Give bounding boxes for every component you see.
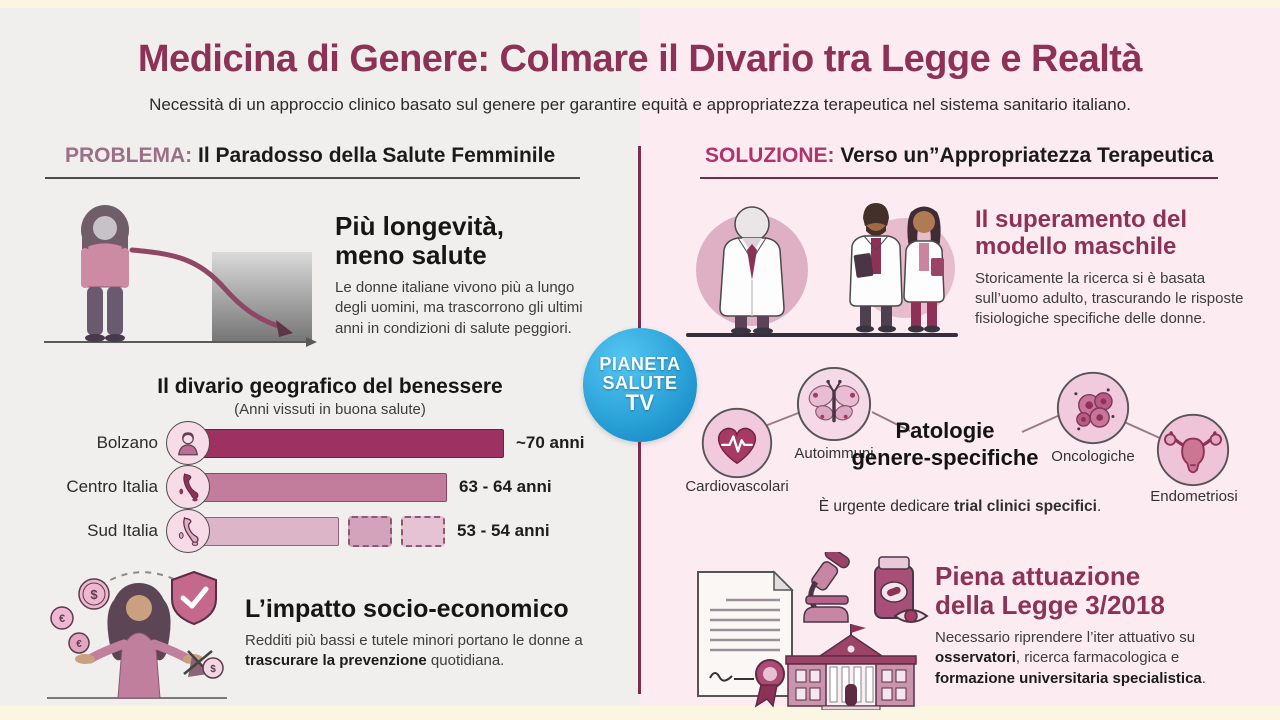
missing-years-box	[348, 515, 392, 547]
law-body-bold2: formazione universitaria specialistica	[935, 669, 1202, 687]
chart-row-value: 53 - 54 anni	[457, 521, 550, 540]
page-title: Medicina di Genere: Colmare il Divario t…	[137, 38, 1143, 80]
longevity-body: Le donne italiane vivono più a lungo deg…	[335, 279, 583, 337]
impact-heading: L’impatto socio-economico	[245, 595, 569, 623]
cardiovascular-heart-icon	[701, 407, 773, 479]
chart-row-label: Bolzano	[96, 433, 158, 452]
model-block: Il superamento del modello maschile Stor…	[975, 206, 1245, 330]
bottom-band	[0, 706, 1280, 720]
pianeta-salute-tv-logo: PIANETA SALUTE TV	[583, 328, 697, 442]
model-body: Storicamente la ricerca si è basata sull…	[975, 269, 1244, 328]
decree-document-icon	[697, 570, 794, 708]
logo-line3: TV	[625, 390, 655, 416]
law-body-bold1: osservatori	[935, 649, 1016, 667]
problem-label: PROBLEMA:	[65, 144, 193, 167]
longevity-heading-line1: Più longevità,	[335, 211, 505, 241]
impact-body-bold: trascurare la prevenzione	[245, 652, 427, 670]
pathologies-title-line2: genere-specifiche	[851, 444, 1039, 470]
chart-row-label: Centro Italia	[66, 477, 158, 496]
law-implementation-illustration	[697, 552, 929, 710]
italy-map-icon	[166, 465, 210, 509]
socio-economic-illustration: $ € € $	[47, 570, 227, 699]
oncology-cells-icon	[1056, 371, 1130, 445]
top-band	[0, 0, 1280, 8]
microscope-icon	[803, 552, 850, 623]
solution-title: Verso un”Appropriatezza Terapeutica	[834, 144, 1214, 167]
juggling-woman-icon	[75, 583, 203, 699]
svg-text:$: $	[90, 587, 98, 602]
pathology-label-endometriosi: Endometriosi	[1150, 488, 1238, 505]
impact-body-pre: Redditi più bassi e tutele minori portan…	[245, 632, 583, 649]
pathology-label-oncologiche: Oncologiche	[1051, 448, 1135, 465]
model-heading-line2: modello maschile	[975, 232, 1177, 260]
logo-line2: SALUTE	[602, 372, 678, 393]
doctors-illustration	[686, 203, 958, 337]
autoimmune-butterfly-icon	[796, 366, 872, 442]
declining-trend-arrow-icon	[129, 247, 293, 337]
chart-row-value: 63 - 64 anni	[459, 477, 552, 496]
bar-centro-italia	[200, 472, 447, 502]
law-body: Necessario riprendere l’iter attuativo s…	[935, 628, 1240, 689]
missing-years-box	[401, 515, 445, 547]
woman-figure-icon	[81, 205, 129, 342]
chart-subtitle: (Anni vissuti in buona salute)	[234, 401, 426, 418]
italy-map-south-icon	[166, 509, 210, 553]
pathologies-caption: È urgente dedicare trial clinici specifi…	[700, 498, 1220, 516]
chart-row-bolzano: Bolzano ~70 anni	[40, 421, 630, 465]
impact-body: Redditi più bassi e tutele minori portan…	[245, 631, 590, 672]
chart-row-centro-italia: Centro Italia 63 - 64 anni	[40, 465, 630, 509]
solution-label: SOLUZIONE:	[705, 144, 835, 167]
caption-post: .	[1097, 498, 1102, 515]
svg-text:$: $	[210, 664, 216, 675]
chart-title: Il divario geografico del benessere	[157, 375, 503, 398]
euro-coin-icon: € €	[50, 606, 90, 654]
decline-shadow-box	[212, 252, 312, 341]
law-body-post: .	[1201, 669, 1206, 687]
axis-arrow-icon	[306, 337, 317, 347]
svg-text:€: €	[76, 639, 82, 650]
impact-block: L’impatto socio-economico Redditi più ba…	[245, 595, 590, 672]
law-heading-line2: della Legge 3/2018	[935, 590, 1165, 621]
male-researcher-icon	[849, 203, 903, 333]
problem-section-header: PROBLEMA: Il Paradosso della Salute Femm…	[45, 144, 580, 179]
scissors-cut-coin-icon: $	[183, 650, 224, 679]
endometriosis-uterus-icon	[1156, 413, 1230, 487]
dollar-coin-icon: $	[78, 578, 110, 610]
model-heading-line1: Il superamento del	[975, 206, 1188, 233]
law-heading-line1: Piena attuazione	[935, 561, 1141, 591]
page-subtitle: Necessità di un approccio clinico basato…	[149, 95, 1131, 114]
bar-bolzano	[200, 428, 504, 458]
svg-text:€: €	[59, 613, 65, 625]
shield-check-icon	[171, 570, 217, 626]
pill-bottle-eye-icon	[874, 556, 929, 623]
pathology-label-cardiovascolari: Cardiovascolari	[685, 478, 789, 495]
solution-section-header: SOLUZIONE: Verso un”Appropriatezza Terap…	[700, 144, 1218, 179]
longevity-block: Più longevità, meno salute Le donne ital…	[335, 211, 610, 339]
female-researcher-icon	[903, 206, 945, 333]
caption-bold: trial clinici specifici	[953, 498, 1097, 515]
law-body-mid: , ricerca farmacologica e	[1015, 649, 1180, 667]
problem-title: Il Paradosso della Salute Femminile	[192, 144, 556, 167]
woman-bust-icon	[166, 421, 210, 465]
law-block: Piena attuazione della Legge 3/2018 Nece…	[935, 561, 1240, 689]
longevity-heading-line2: meno salute	[335, 240, 487, 271]
caption-pre: È urgente dedicare	[818, 498, 954, 515]
bar-sud-italia	[200, 516, 339, 546]
pathologies-center-title: Patologie genere-specifiche	[845, 418, 1045, 472]
chart-row-value: ~70 anni	[516, 433, 585, 452]
pathology-label-autoimmuni: Autoimmuni	[794, 445, 874, 462]
chart-row-label: Sud Italia	[87, 521, 158, 540]
law-body-pre: Necessario riprendere l’iter attuativo s…	[935, 629, 1196, 647]
longevity-decline-illustration	[44, 205, 317, 347]
chart-row-sud-italia: Sud Italia 53 - 54 anni	[40, 509, 630, 553]
faceless-male-doctor-icon	[719, 206, 785, 335]
impact-body-post: quotidiana.	[426, 652, 505, 670]
logo-line1: PIANETA	[599, 353, 681, 374]
pathologies-title-line1: Patologie	[895, 418, 995, 443]
university-building-icon	[785, 624, 917, 710]
